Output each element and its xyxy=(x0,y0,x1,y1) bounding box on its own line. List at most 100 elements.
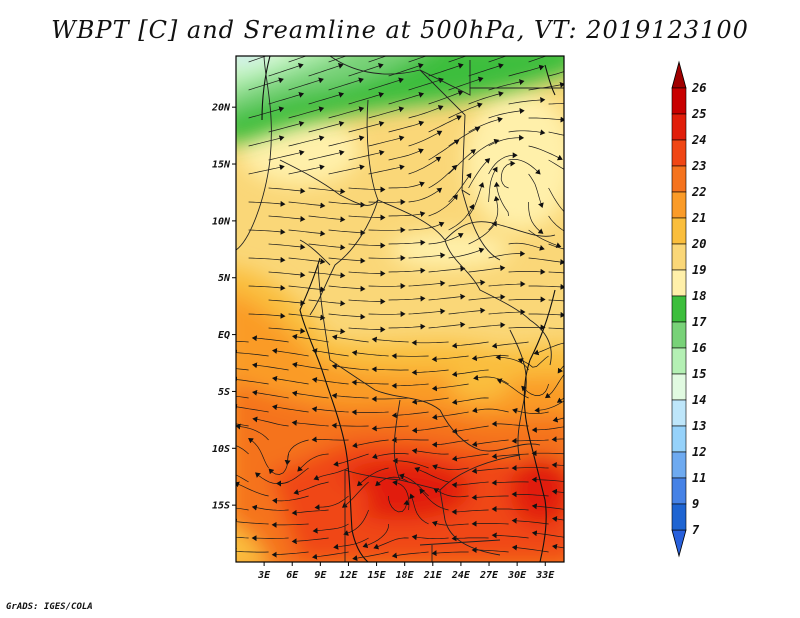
streamline xyxy=(431,439,469,448)
colorbar-swatch xyxy=(671,139,687,167)
streamline xyxy=(488,281,526,287)
streamline xyxy=(411,534,449,541)
streamline xyxy=(348,186,386,193)
streamline xyxy=(448,204,475,231)
streamline xyxy=(368,77,404,91)
streamline xyxy=(569,80,604,90)
streamline xyxy=(312,523,349,534)
streamline xyxy=(411,369,449,376)
streamline xyxy=(348,120,385,133)
streamline xyxy=(373,537,409,550)
streamline xyxy=(297,453,329,472)
streamline xyxy=(288,201,326,209)
streamline xyxy=(408,221,445,231)
streamline xyxy=(236,536,249,539)
streamline xyxy=(331,422,369,429)
streamline xyxy=(500,160,516,189)
colorbar-label: 11 xyxy=(692,471,706,485)
streamline xyxy=(431,550,469,557)
streamline xyxy=(368,135,405,147)
lon-tick-label: 24E xyxy=(451,570,471,581)
streamline xyxy=(331,392,369,399)
streamline xyxy=(589,300,625,304)
streamline xyxy=(408,130,443,147)
streamline xyxy=(468,182,485,217)
streamline xyxy=(268,120,305,133)
streamline xyxy=(468,91,504,105)
streamline xyxy=(528,81,564,91)
streamline xyxy=(371,366,409,373)
streamline xyxy=(569,314,605,318)
streamline xyxy=(328,106,365,119)
streamline xyxy=(248,106,285,119)
streamline xyxy=(236,474,249,483)
lat-tick-label: 15S xyxy=(212,501,230,512)
streamline xyxy=(348,326,386,333)
streamline xyxy=(391,353,429,359)
colorbar-label: 14 xyxy=(692,393,706,407)
streamline xyxy=(428,164,458,189)
streamline xyxy=(551,436,564,443)
streamline xyxy=(428,321,466,329)
streamline xyxy=(451,535,489,542)
lat-tick-label: 10N xyxy=(212,216,231,227)
streamline xyxy=(488,166,498,203)
streamline xyxy=(255,472,289,485)
streamline xyxy=(589,127,624,132)
streamline xyxy=(408,105,444,119)
streamline xyxy=(236,518,269,525)
streamline xyxy=(272,495,309,504)
colorbar-label: 26 xyxy=(691,81,706,95)
colorbar-label: 19 xyxy=(692,263,706,277)
streamline xyxy=(451,508,489,515)
streamline xyxy=(268,271,306,278)
streamline xyxy=(291,537,329,545)
colorbar-top-arrow xyxy=(671,60,687,89)
streamline xyxy=(248,135,285,147)
streamline xyxy=(388,267,426,274)
streamline xyxy=(328,201,366,208)
colorbar-bottom-arrow xyxy=(671,529,687,558)
streamline xyxy=(308,215,346,223)
colorbar-swatch xyxy=(671,477,687,505)
streamline xyxy=(388,181,425,189)
streamline xyxy=(268,92,305,105)
streamline xyxy=(508,268,546,275)
streamline xyxy=(589,244,625,248)
streamline xyxy=(236,507,249,511)
streamline xyxy=(308,92,345,105)
streamline xyxy=(433,488,469,498)
streamline xyxy=(531,426,564,433)
streamline xyxy=(511,517,549,525)
streamline xyxy=(248,284,286,291)
streamline xyxy=(528,202,544,234)
streamline xyxy=(491,341,529,349)
streamline xyxy=(468,322,506,329)
streamline xyxy=(368,164,405,175)
colorbar-label: 20 xyxy=(691,237,706,251)
streamline xyxy=(508,242,545,251)
streamline xyxy=(248,312,286,319)
streamline xyxy=(348,270,386,277)
colorbar-label: 22 xyxy=(691,185,706,199)
streamline xyxy=(308,187,346,195)
streamline xyxy=(548,299,564,302)
streamline xyxy=(432,464,469,471)
streamline xyxy=(348,63,384,77)
streamline xyxy=(271,551,309,558)
map-frame xyxy=(235,55,565,563)
streamline xyxy=(392,479,410,511)
streamline xyxy=(414,466,449,483)
streamline xyxy=(371,425,409,432)
streamline xyxy=(493,181,509,217)
colorbar-swatch xyxy=(671,503,687,531)
streamline xyxy=(288,285,326,293)
streamline xyxy=(473,374,509,385)
streamline xyxy=(431,355,469,363)
streamline xyxy=(388,495,410,513)
streamline xyxy=(348,149,385,161)
streamline xyxy=(288,135,325,147)
streamline xyxy=(371,336,409,343)
colorbar-swatch xyxy=(671,425,687,453)
